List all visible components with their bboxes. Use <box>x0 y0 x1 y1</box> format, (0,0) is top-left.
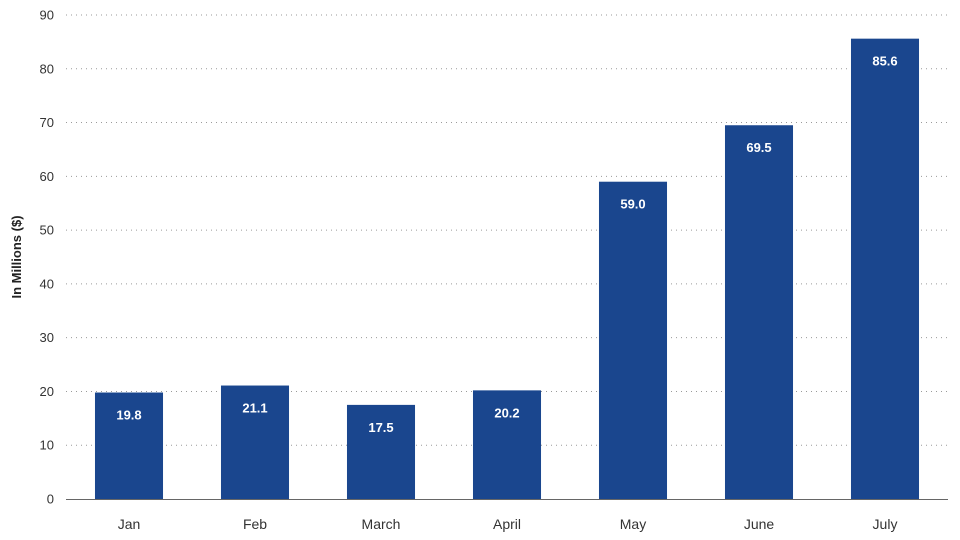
x-tick-label: May <box>620 516 646 532</box>
x-tick-label: July <box>873 516 898 532</box>
bars: 19.8 21.1 17.5 20.2 59.0 69.5 85.6 <box>94 38 920 499</box>
x-tick-label: April <box>493 516 521 532</box>
y-tick-label: 0 <box>47 492 54 507</box>
gridlines <box>66 14 948 446</box>
data-label-march: 17.5 <box>368 420 393 435</box>
data-label-april: 20.2 <box>494 405 519 420</box>
data-label-feb: 21.1 <box>242 401 267 416</box>
bar-july <box>850 38 920 499</box>
data-label-june: 69.5 <box>746 140 771 155</box>
y-tick-label: 20 <box>40 384 54 399</box>
x-tick-label: Feb <box>243 516 267 532</box>
bar-feb <box>220 385 290 499</box>
y-tick-label: 10 <box>40 438 54 453</box>
data-label-july: 85.6 <box>872 54 897 69</box>
x-axis-ticks: Jan Feb March April May June July <box>118 516 898 532</box>
y-tick-label: 90 <box>40 8 54 23</box>
y-tick-label: 80 <box>40 61 54 76</box>
y-tick-label: 60 <box>40 169 54 184</box>
data-label-jan: 19.8 <box>116 408 141 423</box>
bar-june <box>724 125 794 499</box>
x-tick-label: March <box>362 516 401 532</box>
bar-jan <box>94 392 164 499</box>
bar-may <box>598 181 668 499</box>
x-tick-label: June <box>744 516 775 532</box>
data-label-may: 59.0 <box>620 197 645 212</box>
y-axis-ticks: 0 10 20 30 40 50 60 70 80 90 <box>40 8 54 507</box>
y-axis-title: In Millions ($) <box>9 215 24 298</box>
x-tick-label: Jan <box>118 516 141 532</box>
y-tick-label: 40 <box>40 276 54 291</box>
bar-march <box>346 404 416 499</box>
y-tick-label: 50 <box>40 223 54 238</box>
bar-april <box>472 390 542 499</box>
y-tick-label: 70 <box>40 115 54 130</box>
y-tick-label: 30 <box>40 330 54 345</box>
